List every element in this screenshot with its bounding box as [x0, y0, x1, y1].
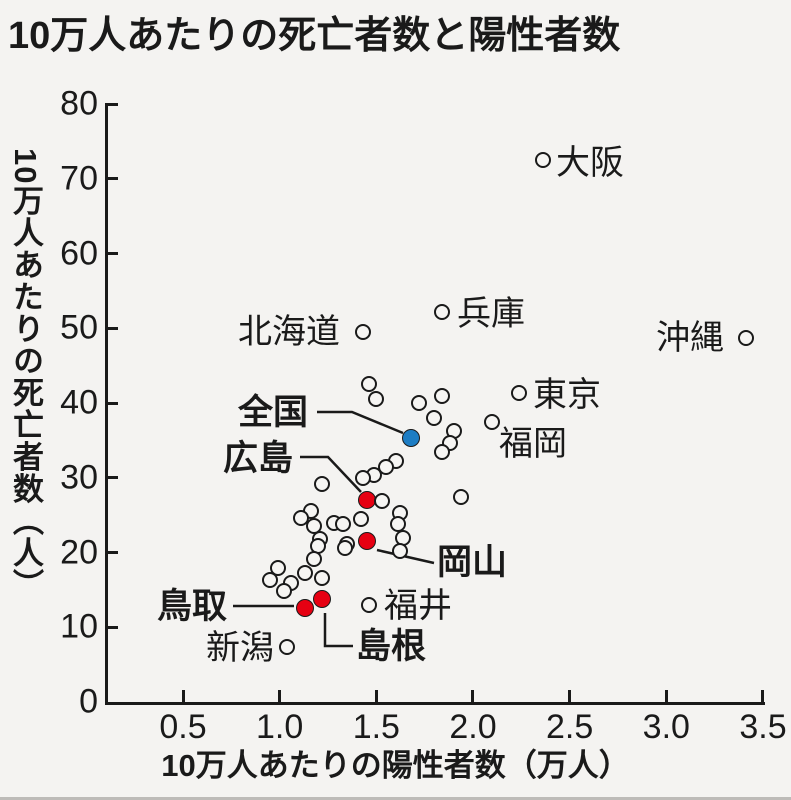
y-tick-label: 0: [79, 682, 98, 721]
callout-label-鳥取: 鳥取: [157, 587, 228, 626]
x-tick-mark: [278, 690, 282, 702]
data-point-29: [292, 510, 309, 527]
x-tick-label: 1.5: [352, 708, 400, 746]
data-point-13: [360, 375, 377, 392]
data-point-24: [354, 470, 371, 487]
image-bottom-edge: [0, 797, 791, 800]
data-point-46: [261, 572, 278, 589]
x-tick-label: 2.0: [449, 708, 497, 746]
data-point-41: [337, 540, 354, 556]
data-point-鳥取: [295, 598, 314, 617]
x-tick-mark: [761, 690, 765, 702]
point-label-沖縄: 沖縄: [656, 319, 724, 357]
data-point-福井: [360, 596, 377, 613]
callout-label-全国: 全国: [238, 393, 309, 432]
data-point-25: [314, 475, 331, 492]
data-point-岡山: [357, 531, 376, 550]
data-point-32: [335, 516, 352, 533]
data-point-沖縄: [737, 329, 754, 346]
y-tick-mark: [105, 476, 118, 480]
data-point-15: [410, 395, 427, 411]
data-point-17: [426, 409, 443, 426]
data-point-27: [453, 489, 470, 506]
y-tick-label: 50: [60, 308, 98, 347]
data-point-島根: [313, 589, 332, 608]
point-label-兵庫: 兵庫: [457, 295, 525, 333]
callout-label-広島: 広島: [223, 439, 294, 478]
y-tick-mark: [105, 551, 118, 554]
point-label-新潟: 新潟: [206, 629, 274, 667]
data-point-広島: [357, 491, 376, 510]
data-point-新潟: [279, 638, 296, 655]
y-axis-title: 10万人あたりの死亡者数（人）: [8, 148, 43, 601]
point-label-福岡: 福岡: [499, 425, 567, 463]
data-point-44: [296, 564, 313, 581]
x-tick-label: 1.0: [256, 708, 304, 746]
y-tick-label: 40: [60, 383, 98, 422]
x-axis-line: [105, 702, 765, 705]
data-point-14: [368, 390, 385, 407]
x-tick-label: 2.5: [546, 708, 594, 746]
y-tick-mark: [105, 326, 118, 330]
x-tick-mark: [568, 690, 572, 702]
x-tick-mark: [374, 690, 378, 702]
point-label-大阪: 大阪: [556, 144, 624, 182]
y-tick-mark: [105, 102, 118, 106]
chart-title: 10万人あたりの死亡者数と陽性者数: [8, 15, 621, 57]
callout-label-岡山: 岡山: [437, 543, 508, 582]
data-point-北海道: [354, 323, 371, 340]
data-point-全国: [402, 429, 421, 448]
data-point-42: [306, 551, 323, 568]
data-point-兵庫: [434, 303, 451, 320]
data-point-16: [434, 387, 451, 404]
y-tick-label: 30: [60, 458, 98, 497]
data-point-33: [352, 510, 369, 527]
y-tick-mark: [105, 177, 118, 181]
point-label-東京: 東京: [533, 376, 601, 414]
x-tick-mark: [471, 690, 475, 702]
x-tick-label: 0.5: [159, 708, 207, 746]
point-label-福井: 福井: [384, 587, 452, 625]
data-point-20: [434, 443, 451, 460]
leader-line-広島: [300, 455, 362, 493]
x-tick-mark: [664, 690, 668, 702]
x-tick-label: 3.0: [642, 708, 690, 746]
x-tick-mark: [181, 690, 185, 702]
data-point-48: [275, 583, 292, 600]
y-tick-mark: [105, 252, 118, 255]
leader-line-全国: [317, 410, 404, 435]
callout-label-島根: 島根: [356, 627, 427, 666]
y-tick-label: 70: [60, 159, 98, 198]
x-tick-label: 3.5: [739, 708, 787, 746]
data-point-39: [391, 543, 408, 559]
data-point-東京: [511, 385, 528, 402]
y-tick-mark: [105, 625, 118, 629]
y-tick-label: 80: [60, 84, 98, 123]
y-tick-label: 20: [60, 533, 98, 571]
y-tick-label: 10: [60, 607, 98, 646]
point-label-北海道: 北海道: [238, 313, 340, 351]
data-point-45: [314, 569, 331, 586]
data-point-26: [374, 492, 391, 509]
data-point-福岡: [484, 413, 501, 430]
data-point-大阪: [534, 152, 551, 169]
x-axis-title: 10万人あたりの陽性者数（万人）: [161, 748, 630, 783]
leader-line-島根: [323, 613, 353, 648]
y-tick-mark: [105, 401, 118, 405]
y-tick-label: 60: [60, 234, 98, 272]
